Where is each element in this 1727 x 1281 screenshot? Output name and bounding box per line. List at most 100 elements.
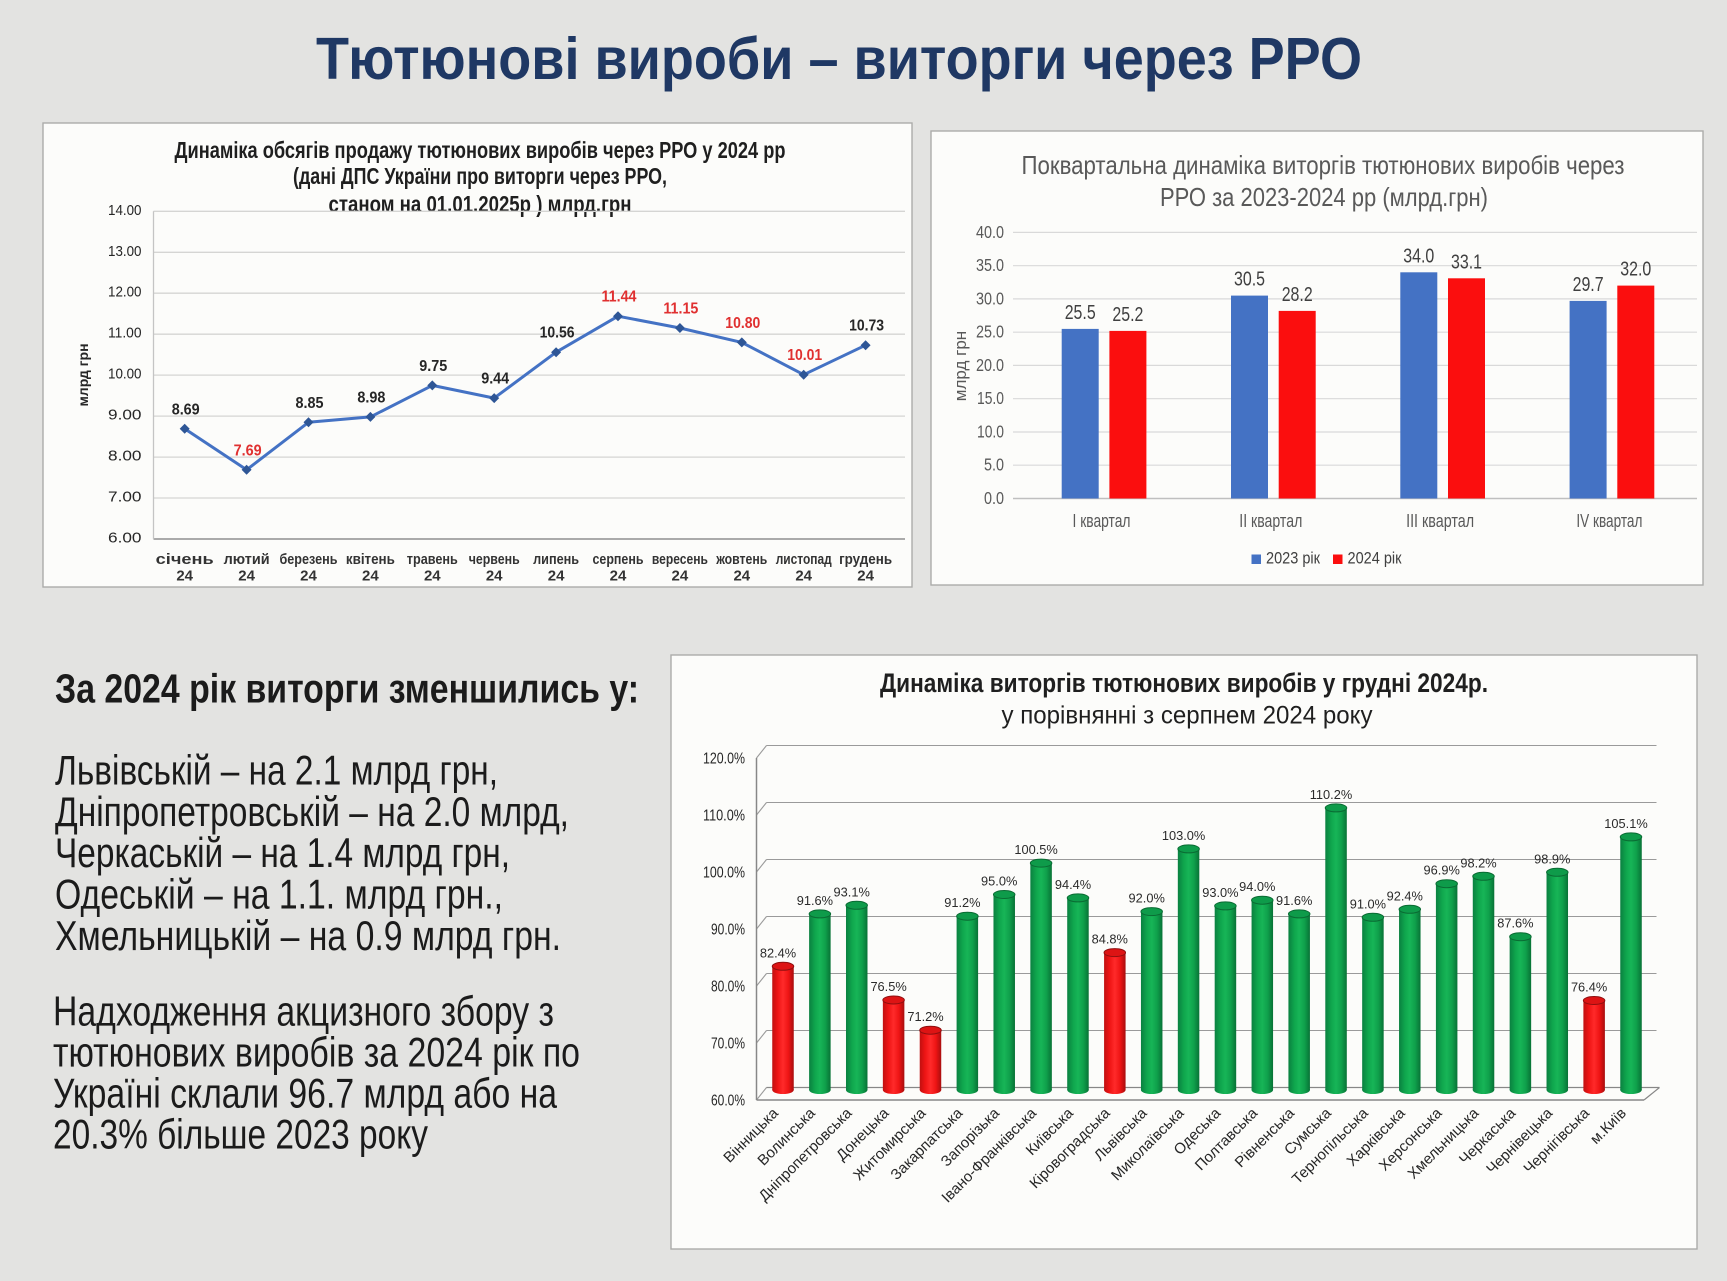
svg-text:14.00: 14.00: [108, 202, 142, 219]
svg-text:24: 24: [300, 568, 317, 585]
svg-text:24: 24: [548, 568, 565, 585]
svg-text:8.98: 8.98: [357, 389, 385, 406]
svg-text:12.00: 12.00: [108, 284, 142, 301]
svg-text:93.1%: 93.1%: [834, 884, 870, 899]
svg-text:Поквартальна динаміка виторгів: Поквартальна динаміка виторгів тютюнових…: [1022, 150, 1625, 180]
svg-text:11.15: 11.15: [663, 301, 698, 318]
svg-text:10.0: 10.0: [977, 422, 1004, 442]
svg-text:30.0: 30.0: [976, 288, 1004, 308]
svg-text:100.0%: 100.0%: [703, 865, 745, 882]
svg-text:35.0: 35.0: [976, 255, 1004, 275]
svg-text:Одеській – на 1.1. млрд грн.,: Одеській – на 1.1. млрд грн.,: [55, 871, 503, 918]
svg-text:93.0%: 93.0%: [1202, 885, 1238, 900]
svg-text:Черкаській – на 1.4 млрд грн,: Черкаській – на 1.4 млрд грн,: [55, 829, 510, 876]
svg-text:(дані ДПС України про виторги: (дані ДПС України про виторги через РРО,: [293, 163, 667, 189]
svg-text:91.6%: 91.6%: [1276, 893, 1312, 908]
svg-text:квітень: квітень: [346, 551, 395, 568]
svg-text:Хмельницькій – на 0.9 млрд грн: Хмельницькій – на 0.9 млрд грн.: [55, 912, 561, 959]
svg-text:91.0%: 91.0%: [1350, 896, 1386, 911]
svg-text:ІV квартал: ІV квартал: [1576, 511, 1642, 531]
svg-text:6.00: 6.00: [108, 530, 142, 547]
svg-text:станом на 01.01.2025р ) млрд.г: станом на 01.01.2025р ) млрд.грн: [329, 191, 632, 217]
svg-text:15.0: 15.0: [977, 388, 1004, 408]
svg-text:11.00: 11.00: [108, 325, 142, 342]
svg-text:34.0: 34.0: [1403, 245, 1434, 267]
svg-text:24: 24: [795, 568, 812, 585]
svg-text:тютюнових виробів за 2024 рік: тютюнових виробів за 2024 рік по: [53, 1028, 580, 1075]
svg-text:120.0%: 120.0%: [703, 751, 745, 768]
svg-text:94.0%: 94.0%: [1239, 879, 1275, 894]
svg-text:Динаміка обсягів продажу тютюн: Динаміка обсягів продажу тютюнових вироб…: [175, 137, 786, 163]
svg-text:24: 24: [857, 568, 874, 585]
svg-text:20.3% більше 2023 року: 20.3% більше 2023 року: [53, 1110, 428, 1157]
svg-text:110.2%: 110.2%: [1310, 787, 1352, 802]
svg-text:травень: травень: [407, 551, 458, 568]
svg-text:92.0%: 92.0%: [1129, 891, 1165, 906]
svg-text:76.4%: 76.4%: [1571, 980, 1607, 995]
svg-text:24: 24: [486, 568, 503, 585]
svg-text:8.69: 8.69: [172, 401, 200, 418]
svg-text:листопад: листопад: [776, 551, 832, 568]
svg-text:32.0: 32.0: [1620, 259, 1651, 281]
svg-text:Львівській – на 2.1 млрд грн,: Львівській – на 2.1 млрд грн,: [55, 747, 498, 794]
svg-text:9.44: 9.44: [481, 371, 509, 388]
svg-text:млрд грн: млрд грн: [951, 331, 970, 401]
svg-text:9.00: 9.00: [108, 407, 142, 424]
svg-text:13.00: 13.00: [108, 243, 142, 260]
svg-text:98.2%: 98.2%: [1460, 855, 1496, 870]
svg-text:24: 24: [238, 568, 255, 585]
svg-text:96.9%: 96.9%: [1424, 863, 1460, 878]
svg-text:2023 рік: 2023 рік: [1266, 550, 1321, 568]
svg-text:За 2024 рік виторги зменшились: За 2024 рік виторги зменшились у:: [55, 666, 639, 712]
svg-text:жовтень: жовтень: [715, 551, 767, 568]
svg-text:червень: червень: [469, 551, 520, 568]
svg-text:РРО за 2023-2024 рр (млрд.грн): РРО за 2023-2024 рр (млрд.грн): [1160, 182, 1488, 212]
svg-text:24: 24: [610, 568, 627, 585]
svg-text:82.4%: 82.4%: [760, 945, 796, 960]
svg-text:20.0: 20.0: [976, 355, 1004, 375]
svg-text:25.2: 25.2: [1112, 304, 1143, 326]
svg-text:Надходження акцизного збору з: Надходження акцизного збору з: [53, 987, 554, 1034]
svg-text:січень: січень: [156, 551, 214, 568]
svg-text:24: 24: [672, 568, 689, 585]
svg-text:10.01: 10.01: [787, 347, 822, 364]
svg-text:8.00: 8.00: [108, 448, 142, 465]
svg-text:94.4%: 94.4%: [1055, 877, 1091, 892]
svg-text:29.7: 29.7: [1573, 274, 1604, 296]
svg-text:у порівнянні з серпнем 2024 ро: у порівнянні з серпнем 2024 року: [1002, 702, 1373, 730]
svg-text:березень: березень: [280, 551, 338, 568]
svg-text:90.0%: 90.0%: [711, 922, 745, 939]
svg-text:33.1: 33.1: [1451, 251, 1482, 273]
svg-text:Україні склали 96.7 млрд або н: Україні склали 96.7 млрд або на: [53, 1069, 558, 1116]
svg-text:110.0%: 110.0%: [703, 808, 745, 825]
svg-text:98.9%: 98.9%: [1534, 851, 1570, 866]
svg-text:24: 24: [362, 568, 379, 585]
svg-text:25.0: 25.0: [976, 322, 1004, 342]
svg-text:вересень: вересень: [652, 551, 708, 568]
svg-text:Тютюнові вироби – виторги чере: Тютюнові вироби – виторги через РРО: [316, 26, 1362, 92]
svg-text:71.2%: 71.2%: [907, 1009, 943, 1024]
svg-text:40.0: 40.0: [976, 222, 1004, 242]
svg-text:100.5%: 100.5%: [1014, 842, 1057, 857]
svg-text:7.69: 7.69: [234, 442, 262, 459]
svg-text:92.4%: 92.4%: [1387, 888, 1423, 903]
svg-text:24: 24: [176, 568, 193, 585]
svg-text:95.0%: 95.0%: [981, 874, 1017, 889]
svg-text:0.0: 0.0: [984, 488, 1004, 508]
svg-text:5.0: 5.0: [984, 455, 1004, 475]
svg-text:10.56: 10.56: [540, 325, 575, 342]
svg-text:Дніпропетровській – на 2.0 млр: Дніпропетровській – на 2.0 млрд,: [55, 788, 569, 835]
svg-text:80.0%: 80.0%: [711, 979, 745, 996]
svg-text:84.8%: 84.8%: [1092, 932, 1128, 947]
svg-text:91.6%: 91.6%: [797, 893, 833, 908]
svg-text:ІІІ квартал: ІІІ квартал: [1406, 511, 1474, 531]
svg-text:І квартал: І квартал: [1073, 511, 1131, 531]
svg-text:25.5: 25.5: [1065, 302, 1096, 324]
svg-text:2024 рік: 2024 рік: [1348, 550, 1403, 568]
svg-text:30.5: 30.5: [1234, 269, 1265, 291]
svg-text:87.6%: 87.6%: [1497, 916, 1533, 931]
svg-text:10.73: 10.73: [849, 318, 884, 335]
svg-text:липень: липень: [533, 551, 579, 568]
svg-text:лютий: лютий: [224, 551, 270, 568]
svg-text:11.44: 11.44: [602, 289, 637, 306]
